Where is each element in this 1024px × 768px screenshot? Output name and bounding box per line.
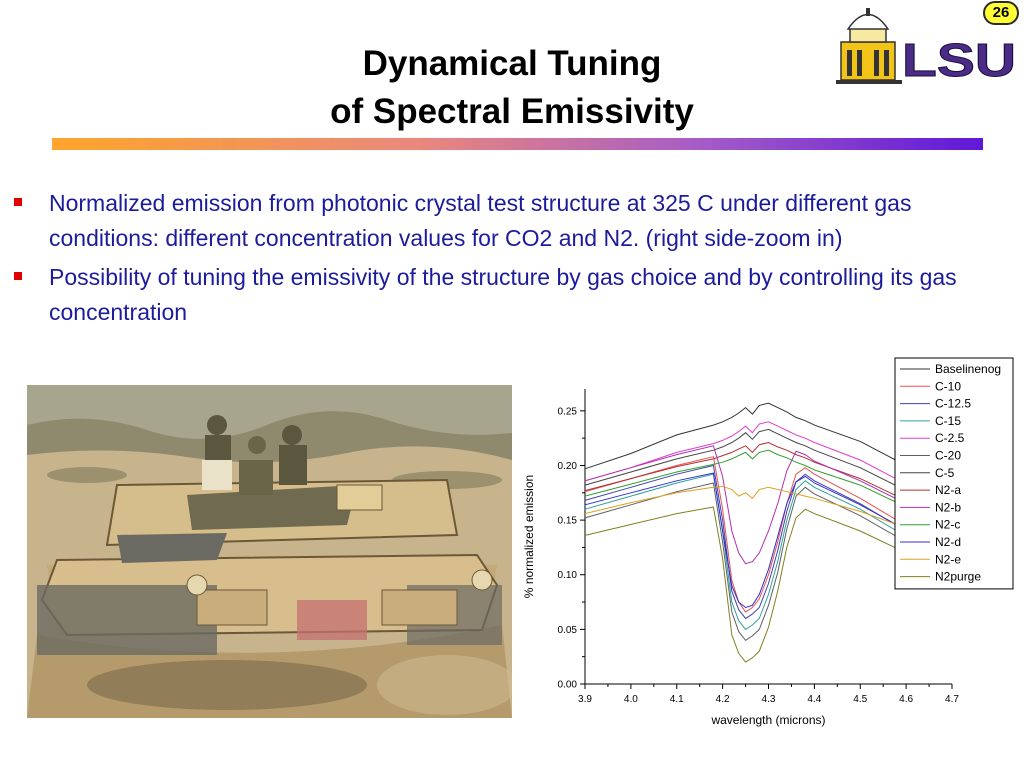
chart-legend: Baselinenog C-10 C-12.5 C-15 C-2.5 C-20 C-5 N2-…	[894, 357, 1014, 590]
legend-label: N2purge	[935, 570, 981, 584]
bullet-text: Normalized emission from photonic crysta…	[49, 190, 912, 251]
legend-label: C-15	[935, 414, 961, 428]
legend-label: C-10	[935, 379, 961, 393]
tower-icon	[836, 8, 902, 84]
series-line-n2-a	[584, 441, 953, 523]
bullet-item: Normalized emission from photonic crysta…	[14, 186, 1014, 256]
legend-label: N2-b	[935, 500, 961, 514]
slide-title-line-2: of Spectral Emissivity	[330, 92, 694, 131]
emission-chart: 3.9 4.0 4.1 4.2 4.3 4.4 4.5 4.6 4.7 0.00 0.05 0.10 0…	[522, 357, 1014, 727]
legend-label: C-12.5	[935, 397, 971, 411]
x-tick-label: 4.3	[762, 694, 776, 705]
y-tick-label: 0.25	[558, 406, 578, 417]
legend-label: N2-e	[935, 552, 961, 566]
y-tick-label: 0.10	[558, 570, 578, 581]
x-tick-label: 4.7	[945, 694, 959, 705]
x-tick-label: 4.6	[899, 694, 913, 705]
series-line-c-5	[584, 428, 953, 516]
bullet-item: Possibility of tuning the emissivity of …	[14, 260, 1014, 330]
y-tick-label: 0.15	[558, 516, 578, 527]
y-tick-label: 0.20	[558, 461, 578, 472]
tank-photo	[27, 385, 512, 718]
slide-title: Dynamical Tuning of Spectral Emissivity	[230, 40, 794, 136]
legend-label: Baselinenog	[935, 362, 1001, 376]
legend-box	[894, 357, 1014, 590]
series-line-n2-d	[584, 472, 953, 609]
x-tick-label: 3.9	[578, 694, 592, 705]
series-line-c-10	[584, 456, 953, 613]
legend-label: N2-a	[935, 483, 961, 497]
slide-title-line-1: Dynamical Tuning	[362, 44, 662, 83]
series-line-n2-b	[584, 445, 953, 565]
x-tick-label: 4.4	[807, 694, 821, 705]
logo-text: LSU	[902, 34, 1016, 86]
series-line-n2-e	[584, 485, 953, 546]
series-line-c-12-5	[584, 464, 953, 620]
x-tick-label: 4.5	[853, 694, 867, 705]
x-tick-label: 4.1	[670, 694, 684, 705]
series-line-c-2-5	[584, 421, 953, 510]
y-tick-label: 0.05	[558, 625, 578, 636]
bullet-marker-icon	[14, 198, 22, 206]
series-line-n2purge	[584, 506, 953, 663]
x-axis-label: wavelength (microns)	[710, 713, 825, 727]
chart-series	[584, 402, 953, 663]
legend-label: N2-d	[935, 535, 961, 549]
chart-axes: 3.9 4.0 4.1 4.2 4.3 4.4 4.5 4.6 4.7 0.00 0.05 0.10 0…	[522, 389, 959, 727]
legend-label: N2-c	[935, 518, 960, 532]
bullet-marker-icon	[14, 272, 22, 280]
bullet-text: Possibility of tuning the emissivity of …	[49, 264, 957, 325]
y-tick-label: 0.00	[558, 680, 578, 691]
x-tick-label: 4.0	[624, 694, 638, 705]
legend-label: C-20	[935, 449, 961, 463]
x-tick-label: 4.2	[716, 694, 730, 705]
series-line-baselinenog	[584, 402, 953, 490]
lsu-logo: LSU	[836, 8, 1017, 86]
series-line-c-20	[584, 482, 953, 641]
bullet-list: Normalized emission from photonic crysta…	[14, 186, 1014, 334]
page-number-badge: 26	[983, 1, 1019, 25]
legend-label: C-2.5	[935, 431, 965, 445]
series-line-n2-c	[584, 449, 953, 530]
title-divider-gradient	[52, 138, 983, 150]
y-axis-label: % normalized emission	[522, 475, 536, 598]
legend-label: C-5	[935, 466, 955, 480]
